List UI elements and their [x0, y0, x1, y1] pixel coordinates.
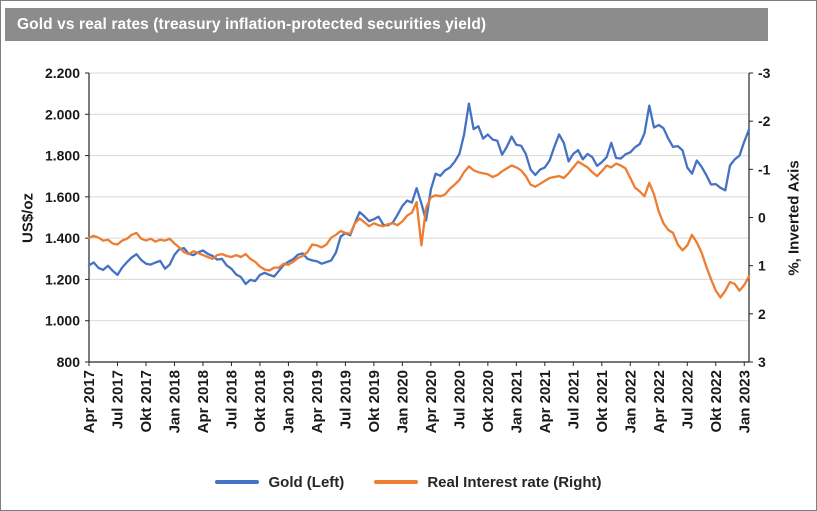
x-axis-tick-label: Jul 2022 — [679, 370, 696, 429]
x-axis-tick-label: Okt 2018 — [252, 370, 269, 433]
right-axis-tick-label: -1 — [758, 161, 771, 177]
x-axis-tick-label: Apr 2020 — [423, 370, 440, 433]
real-rate-line-swatch — [374, 480, 419, 484]
x-axis-tick-label: Okt 2017 — [138, 370, 155, 433]
left-axis-tick-label: 1.000 — [45, 313, 80, 329]
chart-title: Gold vs real rates (treasury inflation-p… — [17, 15, 487, 33]
gold-line-swatch — [215, 480, 260, 484]
x-axis-tick-label: Jul 2019 — [337, 370, 354, 429]
x-axis-tick-label: Okt 2022 — [708, 370, 725, 433]
x-axis-tick-label: Okt 2020 — [480, 370, 497, 433]
right-axis-tick-label: 2 — [758, 306, 766, 322]
legend-item-real-rate: Real Interest rate (Right) — [374, 473, 602, 491]
x-axis-tick-label: Apr 2022 — [651, 370, 668, 433]
x-axis-tick-label: Jan 2022 — [622, 370, 639, 433]
x-axis-tick-label: Jul 2021 — [565, 370, 582, 429]
left-axis-tick-label: 2.000 — [45, 106, 80, 122]
legend-label-real-rate: Real Interest rate (Right) — [427, 473, 602, 491]
x-axis-tick-label: Jul 2020 — [451, 370, 468, 429]
x-axis-tick-label: Apr 2018 — [195, 370, 212, 433]
right-axis-tick-label: -3 — [758, 65, 771, 81]
left-axis-title: US$/oz — [19, 192, 37, 244]
chart-legend: Gold (Left) Real Interest rate (Right) — [1, 467, 816, 497]
x-axis-tick-label: Okt 2021 — [594, 370, 611, 433]
series-line-gold — [87, 102, 751, 286]
legend-item-gold: Gold (Left) — [215, 474, 344, 491]
x-axis-tick-label: Apr 2021 — [537, 370, 554, 433]
x-axis-tick-label: Jan 2020 — [394, 370, 411, 433]
x-axis-tick-label: Jan 2018 — [166, 370, 183, 433]
right-axis-tick-label: 3 — [758, 354, 766, 370]
left-axis-tick-label: 1.400 — [45, 230, 80, 246]
right-axis-tick-label: -2 — [758, 113, 771, 129]
left-axis-tick-label: 2.200 — [45, 65, 80, 81]
left-axis-tick-label: 1.800 — [45, 148, 80, 164]
left-axis-tick-label: 800 — [57, 354, 81, 370]
x-axis-tick-label: Jan 2021 — [508, 370, 525, 433]
x-axis-tick-label: Jan 2023 — [736, 370, 753, 433]
left-axis-tick-label: 1.200 — [45, 271, 80, 287]
series-line-real_rate — [87, 160, 751, 299]
x-axis-tick-label: Jul 2017 — [109, 370, 126, 429]
x-axis-tick-label: Apr 2019 — [309, 370, 326, 433]
right-axis-tick-label: 1 — [758, 258, 766, 274]
x-axis-tick-label: Okt 2019 — [366, 370, 383, 433]
chart-title-bar: Gold vs real rates (treasury inflation-p… — [5, 8, 768, 41]
x-axis-tick-label: Jul 2018 — [223, 370, 240, 429]
x-axis-tick-label: Jan 2019 — [280, 370, 297, 433]
x-axis-tick-label: Apr 2017 — [81, 370, 98, 433]
left-axis-tick-label: 1.600 — [45, 189, 80, 205]
right-axis-title: %, Inverted Axis — [785, 160, 803, 276]
right-axis-tick-label: 0 — [758, 210, 766, 226]
legend-label-gold: Gold (Left) — [268, 473, 345, 491]
